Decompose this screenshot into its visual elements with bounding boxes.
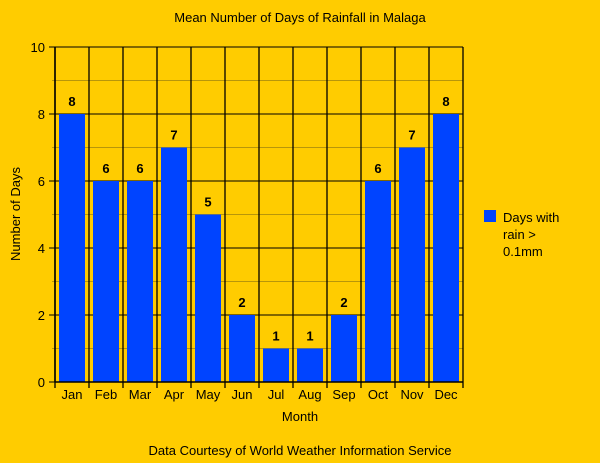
x-tick-label: Dec (434, 387, 458, 402)
legend-swatch (484, 210, 496, 222)
legend-label: Days with rain > 0.1mm (503, 210, 563, 259)
data-label: 7 (408, 128, 415, 143)
y-tick-label: 6 (38, 174, 45, 189)
bar-apr (161, 147, 187, 382)
bar-jan (59, 114, 85, 382)
legend-line: 0.1mm (503, 244, 543, 259)
bar-jun (229, 315, 255, 382)
data-label: 7 (170, 128, 177, 143)
bar-jul (263, 348, 289, 382)
data-label: 5 (204, 195, 211, 210)
x-tick-label: Nov (400, 387, 424, 402)
bar-feb (93, 181, 119, 382)
y-tick-label: 10 (31, 40, 45, 55)
bar-aug (297, 348, 323, 382)
chart-title: Mean Number of Days of Rainfall in Malag… (174, 10, 426, 25)
legend-line: Days with (503, 210, 559, 225)
x-tick-label: Jun (232, 387, 253, 402)
x-tick-label: Oct (368, 387, 389, 402)
x-tick-label: Feb (95, 387, 117, 402)
x-tick-label: Apr (164, 387, 185, 402)
y-tick-label: 4 (38, 241, 45, 256)
y-tick-label: 2 (38, 308, 45, 323)
data-label: 1 (272, 329, 279, 344)
bar-may (195, 214, 221, 382)
data-label: 8 (68, 94, 75, 109)
bar-oct (365, 181, 391, 382)
data-label: 1 (306, 329, 313, 344)
data-label: 2 (340, 295, 347, 310)
data-label: 2 (238, 295, 245, 310)
bar-dec (433, 114, 459, 382)
bar-nov (399, 147, 425, 382)
data-label: 6 (136, 161, 143, 176)
y-tick-label: 0 (38, 375, 45, 390)
data-label: 6 (102, 161, 109, 176)
x-tick-label: Jan (62, 387, 83, 402)
y-tick-label: 8 (38, 107, 45, 122)
x-tick-label: Sep (332, 387, 355, 402)
y-axis-label: Number of Days (8, 167, 23, 261)
legend-line: rain > (503, 227, 536, 242)
x-tick-label: Mar (129, 387, 152, 402)
x-tick-label: Jul (268, 387, 285, 402)
data-label: 6 (374, 161, 381, 176)
x-tick-label: Aug (298, 387, 321, 402)
bar-sep (331, 315, 357, 382)
x-axis-label: Month (282, 409, 318, 424)
data-label: 8 (442, 94, 449, 109)
bar-mar (127, 181, 153, 382)
footnote: Data Courtesy of World Weather Informati… (149, 443, 452, 458)
x-tick-label: May (196, 387, 221, 402)
